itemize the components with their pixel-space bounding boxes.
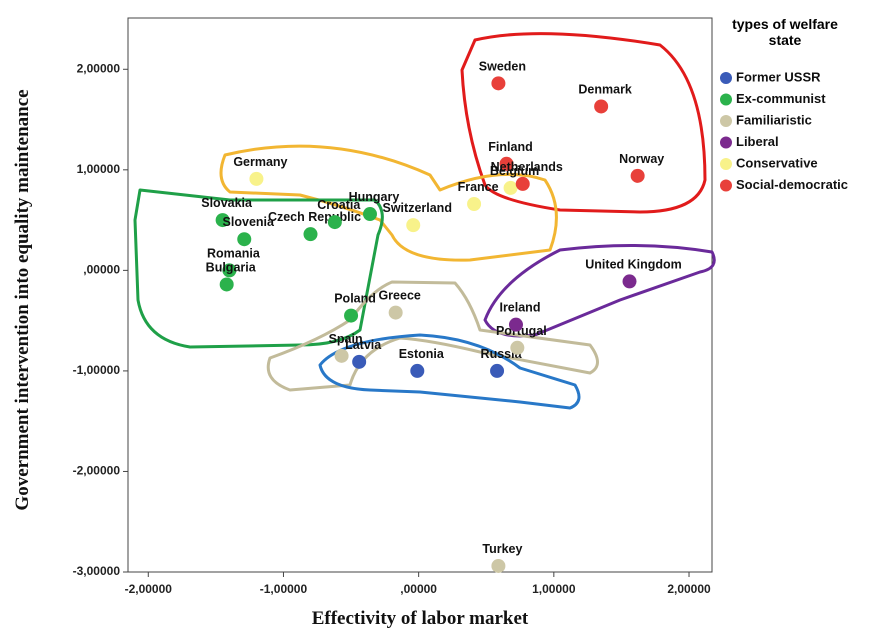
y-tick-label: ,00000 <box>83 263 120 277</box>
point-label: Netherlands <box>491 160 563 174</box>
legend-title: types of welfare state <box>732 16 838 48</box>
data-point <box>406 218 421 233</box>
legend-swatch <box>720 158 732 170</box>
point-label: Portugal <box>496 324 547 338</box>
x-tick-label: ,00000 <box>400 582 437 596</box>
data-point <box>362 207 377 222</box>
data-point <box>503 180 518 195</box>
point-label: Norway <box>619 152 664 166</box>
data-point <box>222 263 237 278</box>
point-label: Bulgaria <box>206 260 257 274</box>
data-point <box>630 168 645 183</box>
point-label: Germany <box>233 155 287 169</box>
data-point <box>352 354 367 369</box>
point-label: United Kingdom <box>585 257 682 271</box>
legend-label: Former USSR <box>736 69 821 84</box>
x-tick-label: 2,00000 <box>667 582 711 596</box>
legend-label: Liberal <box>736 134 779 149</box>
data-point <box>388 305 403 320</box>
data-point <box>249 171 264 186</box>
legend-swatch <box>720 115 732 127</box>
x-tick-label: 1,00000 <box>532 582 576 596</box>
point-label: Romania <box>207 246 261 260</box>
data-point <box>344 308 359 323</box>
y-tick-label: -2,00000 <box>73 464 121 478</box>
point-label: Hungary <box>349 190 400 204</box>
legend-swatch <box>720 93 732 106</box>
legend-label: Social-democratic <box>736 177 848 192</box>
point-label: Spain <box>329 332 363 346</box>
data-point <box>410 363 425 378</box>
data-point <box>215 213 230 228</box>
data-point <box>303 227 318 242</box>
point-label: France <box>458 180 499 194</box>
legend-label: Conservative <box>736 155 818 170</box>
point-label: Denmark <box>578 82 632 96</box>
x-axis-title: Effectivity of labor market <box>312 608 529 629</box>
data-point <box>510 340 525 355</box>
point-label: Estonia <box>399 347 445 361</box>
point-label: Croatia <box>317 198 361 212</box>
data-point <box>499 156 514 171</box>
legend-label: Ex-communist <box>736 91 826 106</box>
x-tick-label: -1,00000 <box>260 582 308 596</box>
outline-social-democratic <box>460 32 707 214</box>
point-label: Latvia <box>345 338 382 352</box>
point-label: Turkey <box>482 542 522 556</box>
data-point <box>327 215 342 230</box>
legend-swatch <box>720 136 732 149</box>
point-label: Czech Republic <box>268 210 361 224</box>
outline-conservative <box>219 144 558 262</box>
data-point <box>219 277 234 292</box>
data-point <box>334 348 349 363</box>
point-label: Ireland <box>499 301 540 315</box>
point-label: Sweden <box>479 59 526 73</box>
data-point <box>594 99 609 114</box>
y-tick-label: -3,00000 <box>73 564 121 578</box>
point-label: Slovakia <box>201 196 253 210</box>
y-tick-label: 2,00000 <box>77 61 121 75</box>
data-point <box>515 176 530 191</box>
x-tick-label: -2,00000 <box>125 582 173 596</box>
point-label: Greece <box>378 289 420 303</box>
point-label: Slovenia <box>223 215 275 229</box>
data-point <box>467 197 482 212</box>
outline-former-ussr <box>318 333 581 410</box>
data-point <box>491 76 506 91</box>
legend-swatch <box>720 179 732 192</box>
data-point <box>491 558 506 573</box>
outline-ex-communist <box>133 188 384 349</box>
data-point <box>622 274 637 289</box>
data-point <box>508 317 523 332</box>
data-point <box>237 232 252 247</box>
plot-frame <box>127 17 713 573</box>
point-label: Switzerland <box>383 201 452 215</box>
point-label: Finland <box>488 140 532 154</box>
data-point <box>490 363 505 378</box>
y-tick-label: -1,00000 <box>73 363 121 377</box>
y-tick-label: 1,00000 <box>77 162 121 176</box>
legend-swatch <box>720 72 732 84</box>
y-axis-title: Government intervention into equality ma… <box>12 89 33 510</box>
legend-label: Familiaristic <box>736 112 812 127</box>
point-label: Poland <box>334 292 376 306</box>
